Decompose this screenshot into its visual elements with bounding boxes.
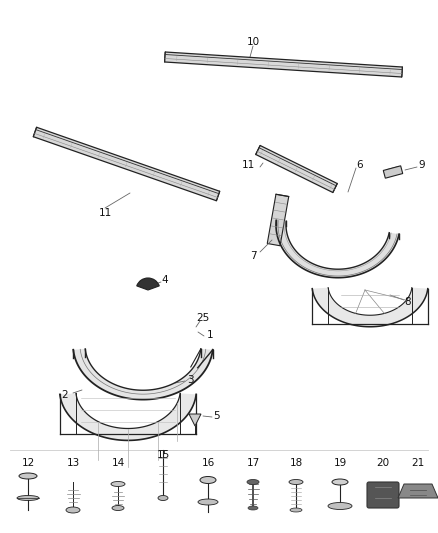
Text: 1: 1 — [207, 330, 213, 340]
Text: 5: 5 — [213, 411, 219, 421]
Text: 4: 4 — [162, 275, 168, 285]
Wedge shape — [137, 278, 159, 290]
Polygon shape — [398, 484, 438, 498]
Text: 16: 16 — [201, 458, 215, 468]
Text: 18: 18 — [290, 458, 303, 468]
Polygon shape — [189, 414, 201, 426]
Ellipse shape — [111, 481, 125, 487]
Polygon shape — [312, 288, 428, 327]
Text: 25: 25 — [196, 313, 210, 323]
Polygon shape — [256, 146, 337, 192]
Ellipse shape — [290, 508, 302, 512]
Text: 21: 21 — [411, 458, 424, 468]
Polygon shape — [383, 166, 403, 178]
Ellipse shape — [112, 505, 124, 511]
Text: 19: 19 — [333, 458, 346, 468]
Polygon shape — [73, 349, 213, 400]
Ellipse shape — [66, 507, 80, 513]
Ellipse shape — [198, 499, 218, 505]
Ellipse shape — [247, 480, 259, 484]
Text: 2: 2 — [62, 390, 68, 400]
Polygon shape — [33, 127, 219, 201]
Polygon shape — [267, 194, 289, 246]
Text: 9: 9 — [419, 160, 425, 170]
FancyBboxPatch shape — [367, 482, 399, 508]
Ellipse shape — [248, 506, 258, 510]
Text: 11: 11 — [99, 208, 112, 218]
Text: 10: 10 — [247, 37, 260, 47]
Text: 17: 17 — [246, 458, 260, 468]
Ellipse shape — [328, 503, 352, 510]
Ellipse shape — [19, 473, 37, 479]
Text: 13: 13 — [67, 458, 80, 468]
Ellipse shape — [17, 496, 39, 500]
Text: 12: 12 — [21, 458, 35, 468]
Text: 11: 11 — [241, 160, 254, 170]
Polygon shape — [165, 52, 403, 77]
Text: 20: 20 — [376, 458, 389, 468]
Ellipse shape — [332, 479, 348, 485]
Text: 7: 7 — [250, 251, 256, 261]
Polygon shape — [60, 393, 196, 440]
Ellipse shape — [200, 477, 216, 483]
Text: 14: 14 — [111, 458, 125, 468]
Ellipse shape — [158, 496, 168, 500]
Text: 3: 3 — [187, 375, 193, 385]
Text: 15: 15 — [156, 450, 170, 460]
Text: 8: 8 — [405, 297, 411, 307]
Text: 6: 6 — [357, 160, 363, 170]
Ellipse shape — [289, 480, 303, 484]
Polygon shape — [276, 221, 399, 278]
